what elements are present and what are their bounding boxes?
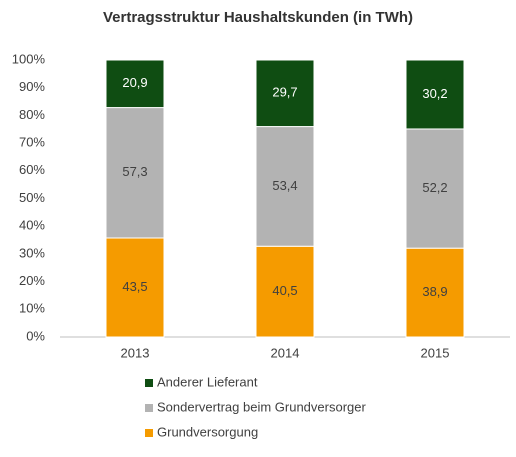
x-tick-label: 2015 [421,345,450,360]
bar-segment [405,59,465,130]
bar-segment [255,245,315,338]
y-tick-label: 90% [19,79,45,94]
data-label: 29,7 [272,85,297,100]
y-tick-label: 100% [12,51,46,66]
data-label: 30,2 [422,86,447,101]
x-tick-label: 2013 [121,345,150,360]
y-tick-label: 10% [19,301,45,316]
data-label: 40,5 [272,283,297,298]
bar-segment [255,126,315,247]
bar-segment [405,128,465,249]
y-tick-label: 80% [19,107,45,122]
data-label: 38,9 [422,284,447,299]
data-label: 20,9 [122,75,147,90]
bar-segment [105,237,165,338]
y-tick-label: 20% [19,273,45,288]
legend-swatch [145,379,153,387]
legend-label: Grundversorgung [157,424,258,439]
y-tick-label: 60% [19,162,45,177]
bar-segment [105,59,165,109]
y-tick-label: 0% [26,328,45,343]
y-tick-label: 30% [19,245,45,260]
x-tick-label: 2014 [271,345,300,360]
data-label: 52,2 [422,180,447,195]
data-label: 57,3 [122,164,147,179]
bar-segment [405,247,465,338]
bar-segment [105,107,165,239]
chart-title: Vertragsstruktur Haushaltskunden (in TWh… [103,9,413,26]
data-label: 43,5 [122,279,147,294]
legend-swatch [145,404,153,412]
bar-segment [255,59,315,128]
y-tick-label: 50% [19,190,45,205]
y-tick-label: 40% [19,218,45,233]
legend-swatch [145,429,153,437]
y-tick-label: 70% [19,135,45,150]
legend-label: Anderer Lieferant [157,374,258,389]
legend-label: Sondervertrag beim Grundversorger [157,399,366,414]
data-label: 53,4 [272,178,297,193]
